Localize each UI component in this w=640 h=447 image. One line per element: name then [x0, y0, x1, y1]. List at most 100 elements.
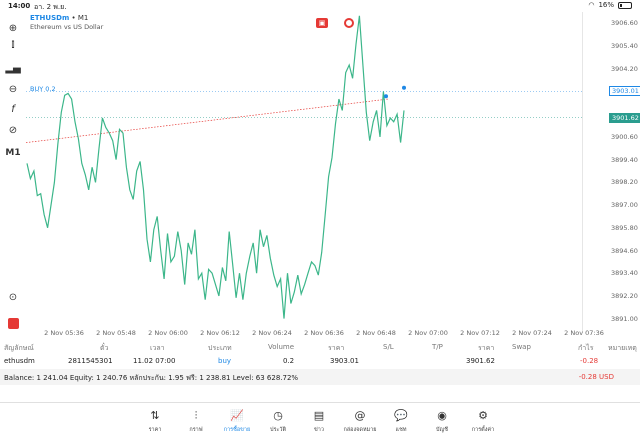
price-axis: 3906.603905.403904.203903.003900.603899.…	[582, 12, 640, 332]
chart-toolbar: ⊕ ⫾ ▂▄ ⊖ f ⊘ M1 ⊙	[0, 12, 26, 342]
chart-title: ETHUSDm • M1	[30, 14, 88, 22]
wifi-icon: ◠	[588, 1, 595, 9]
time-axis: 2 Nov 05:36 2 Nov 05:48 2 Nov 06:00 2 Nov 0…	[26, 327, 606, 339]
nav-item[interactable]: 💬 แชท	[381, 409, 421, 434]
timeframe-button[interactable]: M1	[5, 148, 21, 158]
nav-icon: 💬	[394, 409, 408, 422]
chart-symbol: ETHUSDm	[30, 14, 70, 22]
nav-item[interactable]: ◷ ประวัติ	[258, 409, 298, 434]
broker-logo-icon[interactable]	[6, 316, 20, 330]
bars-icon[interactable]: ▂▄	[5, 62, 21, 74]
nav-label: การตั้งค่า	[471, 427, 495, 433]
header-profit: กำไร	[578, 344, 594, 352]
price-tick-label: 3905.40	[611, 42, 638, 51]
buy-order-marker	[402, 85, 406, 90]
nav-label: กราฟ	[189, 427, 203, 433]
signal-icon[interactable]: ▣	[316, 18, 328, 28]
nav-icon: ◷	[273, 409, 283, 422]
nav-icon: ⫶	[194, 409, 198, 422]
nav-label: ราคา	[148, 427, 162, 433]
table-row[interactable]: ethusdm 2811545301 11.02 07:00 buy 0.2 3…	[0, 354, 640, 368]
chart-indicators: ▣	[316, 18, 354, 28]
battery-icon	[618, 1, 632, 9]
price-tick-label: 3895.80	[611, 223, 638, 232]
header-price: ราคา	[328, 344, 345, 352]
time-tick-label: 2 Nov 06:00	[148, 329, 188, 337]
battery-percent: 16%	[598, 1, 614, 9]
nav-icon: @	[354, 409, 366, 422]
price-tick-label: 3894.60	[611, 246, 638, 255]
time-tick-label: 2 Nov 07:12	[460, 329, 500, 337]
header-type: ประเภท	[208, 344, 232, 352]
row-symbol: ethusdm	[4, 357, 35, 365]
nav-item[interactable]: ⇅ ราคา	[135, 409, 175, 434]
price-tick-label: 3893.40	[611, 269, 638, 278]
record-icon[interactable]	[344, 18, 354, 28]
row-ticket: 2811545301	[68, 357, 113, 365]
row-price: 3903.01	[330, 357, 359, 365]
time-tick-label: 2 Nov 06:24	[252, 329, 292, 337]
crosshair-icon[interactable]: ⊕	[8, 22, 18, 34]
nav-item[interactable]: ⚙ การตั้งค่า	[463, 409, 503, 434]
price-tick-label: 3900.60	[611, 132, 638, 141]
row-profit: -0.28	[580, 357, 599, 365]
sliders-icon[interactable]: ⊖	[8, 83, 18, 95]
nav-label: แชท	[395, 427, 407, 433]
nav-label: การซื้อขาย	[223, 427, 251, 433]
nav-icon: ⚙	[478, 409, 488, 422]
nav-item[interactable]: ▤ ข่าว	[299, 409, 339, 434]
chart-area[interactable]: ETHUSDm • M1 Ethereum vs US Dollar BUY 0…	[26, 12, 640, 342]
nav-icon: ⇅	[150, 409, 160, 422]
trend-line	[26, 98, 389, 143]
balance-summary: Balance: 1 241.04 Equity: 1 240.76 หลักป…	[4, 374, 299, 382]
objects-icon[interactable]: ⊘	[8, 124, 18, 136]
header-time: เวลา	[150, 344, 165, 352]
row-type: buy	[218, 357, 232, 365]
price-tick-label: 3904.20	[611, 64, 638, 73]
row-current-price: 3901.62	[466, 357, 495, 365]
time-tick-label: 2 Nov 06:12	[200, 329, 240, 337]
header-current: ราคา	[478, 344, 495, 352]
price-chart[interactable]	[26, 12, 582, 330]
price-line-series	[26, 15, 405, 319]
time-tick-label: 2 Nov 05:36	[44, 329, 84, 337]
balance-bar: Balance: 1 241.04 Equity: 1 240.76 หลักป…	[0, 369, 640, 385]
header-volume: Volume	[268, 343, 295, 351]
row-volume: 0.2	[283, 357, 295, 365]
table-header: สัญลักษณ์ ตั๋ว เวลา ประเภท Volume ราคา S…	[0, 340, 640, 354]
nav-icon: 📈	[230, 409, 244, 422]
status-date: อา. 2 พ.ย.	[34, 3, 67, 11]
time-tick-label: 2 Nov 06:48	[356, 329, 396, 337]
nav-item[interactable]: @ กล่องจดหมาย	[340, 409, 380, 434]
buy-price-tag: 3903.01	[609, 86, 640, 97]
current-price-tag: 3901.62	[609, 112, 640, 123]
nav-item[interactable]: 📈 การซื้อขาย	[217, 409, 257, 434]
time-tick-label: 2 Nov 06:36	[304, 329, 344, 337]
time-tick-label: 2 Nov 07:00	[408, 329, 448, 337]
buy-order-label[interactable]: BUY 0.2	[30, 85, 56, 93]
nav-label: ประวัติ	[269, 427, 287, 433]
nav-icon: ▤	[313, 409, 325, 422]
nav-icon: ◉	[437, 409, 447, 422]
total-profit: -0.28 USD	[578, 373, 614, 381]
candles-icon[interactable]: ⫾	[11, 38, 15, 50]
header-tp: T/P	[432, 343, 443, 351]
price-tick-label: 3892.20	[611, 291, 638, 300]
price-tick-label: 3897.00	[611, 201, 638, 210]
price-tick-label: 3891.00	[611, 314, 638, 323]
price-tick-label: 3899.40	[611, 155, 638, 164]
function-icon[interactable]: f	[11, 103, 15, 115]
price-tick-label: 3898.20	[611, 178, 638, 187]
nav-item[interactable]: ◉ บัญชี	[422, 409, 462, 434]
header-ticket: ตั๋ว	[100, 344, 109, 352]
nav-item[interactable]: ⫶ กราฟ	[176, 409, 216, 434]
chart-subtitle: Ethereum vs US Dollar	[30, 23, 104, 31]
nav-label: ข่าว	[314, 427, 324, 433]
status-time: 14:00	[8, 2, 31, 10]
zoom-icon[interactable]: ⊙	[8, 291, 18, 303]
header-symbol: สัญลักษณ์	[4, 344, 34, 352]
time-tick-label: 2 Nov 05:48	[96, 329, 136, 337]
header-comment: หมายเหตุ	[608, 344, 637, 352]
price-tick-label: 3906.60	[611, 19, 638, 28]
bottom-nav: ⇅ ราคา ⫶ กราฟ 📈 การซื้อขาย ◷ ประวัติ ▤ ข่าว @ กล่อง…	[0, 402, 640, 447]
